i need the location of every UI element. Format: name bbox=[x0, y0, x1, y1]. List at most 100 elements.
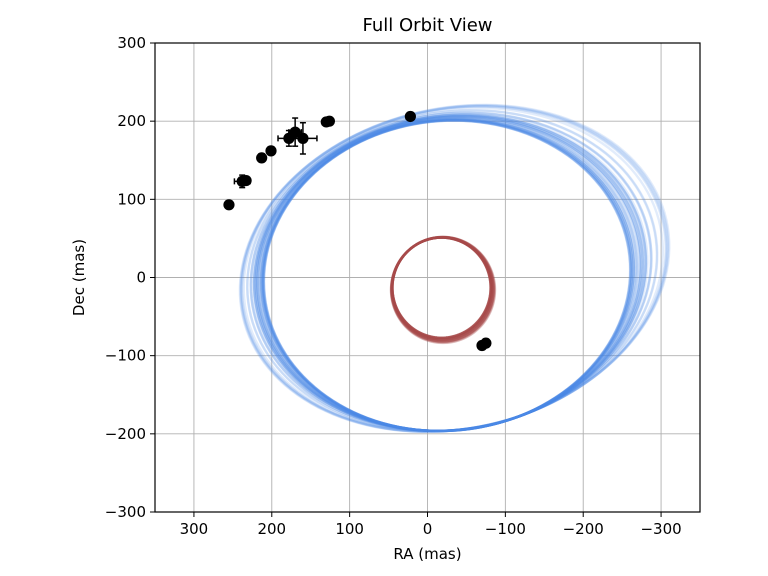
orbit-track bbox=[256, 115, 642, 433]
y-tick-label: 200 bbox=[117, 112, 146, 130]
orbit-track bbox=[261, 118, 633, 433]
orbit-track bbox=[260, 118, 635, 433]
data-point bbox=[223, 199, 235, 211]
orbit-track bbox=[254, 114, 645, 433]
orbit-track bbox=[391, 236, 493, 340]
data-point bbox=[288, 117, 303, 147]
orbit-track bbox=[249, 111, 653, 433]
orbit-track bbox=[390, 236, 494, 342]
orbit-track bbox=[252, 113, 648, 433]
orbit-track bbox=[390, 236, 493, 341]
orbit-tracks bbox=[238, 103, 671, 433]
data-point-marker bbox=[480, 337, 492, 349]
orbit-track bbox=[390, 236, 494, 341]
orbit-track bbox=[390, 235, 496, 344]
data-point bbox=[288, 121, 318, 155]
x-tick-label: 300 bbox=[180, 520, 209, 538]
orbit-track bbox=[391, 236, 492, 339]
orbit-track bbox=[390, 235, 495, 343]
orbit-track bbox=[253, 113, 647, 433]
orbit-track bbox=[242, 106, 665, 433]
orbit-track bbox=[240, 105, 668, 433]
orbit-track bbox=[389, 235, 497, 344]
orbit-track bbox=[262, 119, 632, 433]
data-point bbox=[404, 110, 416, 123]
orbit-track bbox=[260, 118, 636, 433]
orbit-track bbox=[391, 236, 493, 340]
orbit-track bbox=[254, 114, 645, 433]
x-tick-label: −300 bbox=[640, 520, 681, 538]
data-point-marker bbox=[323, 115, 335, 127]
orbit-track bbox=[391, 236, 492, 339]
y-tick-label: −200 bbox=[105, 425, 146, 443]
orbit-track bbox=[261, 118, 634, 433]
orbit-track bbox=[390, 236, 494, 341]
orbit-track bbox=[391, 236, 492, 339]
orbit-track bbox=[391, 236, 492, 340]
orbit-track bbox=[245, 109, 659, 433]
orbit-track bbox=[239, 104, 669, 433]
y-tick-label: 100 bbox=[117, 190, 146, 208]
y-tick-label: 300 bbox=[117, 34, 146, 52]
orbit-track bbox=[255, 115, 643, 433]
x-tick-label: 200 bbox=[257, 520, 286, 538]
x-tick-label: 100 bbox=[335, 520, 364, 538]
data-point bbox=[323, 115, 335, 127]
orbit-track bbox=[390, 236, 494, 342]
orbit-track bbox=[390, 235, 495, 343]
orbit-track bbox=[249, 111, 653, 433]
orbit-track bbox=[254, 114, 644, 433]
orbit-track bbox=[390, 236, 494, 342]
orbit-track bbox=[390, 235, 496, 344]
orbit-track bbox=[259, 117, 637, 433]
orbit-track bbox=[391, 236, 493, 340]
orbit-track bbox=[246, 109, 659, 433]
orbit-track bbox=[391, 236, 492, 339]
orbit-track bbox=[390, 235, 495, 343]
orbit-track bbox=[260, 118, 635, 433]
orbit-track bbox=[390, 236, 493, 340]
orbit-track bbox=[390, 235, 495, 343]
y-tick-label: −100 bbox=[105, 347, 146, 365]
data-point bbox=[240, 174, 252, 187]
orbit-track bbox=[262, 119, 632, 433]
orbit-track bbox=[389, 235, 497, 344]
data-point bbox=[265, 145, 277, 157]
orbit-track bbox=[262, 119, 633, 433]
orbit-track bbox=[259, 117, 637, 433]
orbit-track bbox=[390, 236, 494, 342]
x-tick-label: −100 bbox=[485, 520, 526, 538]
orbit-track bbox=[390, 236, 493, 341]
orbit-track bbox=[391, 236, 493, 340]
data-point-marker bbox=[256, 152, 268, 164]
axis-ticks: 300 200 100 0 −100 −200 −300 −300 −200 −100 0 100 20… bbox=[105, 34, 682, 538]
data-point bbox=[256, 152, 268, 164]
observation-points bbox=[223, 110, 492, 352]
x-axis-label: RA (mas) bbox=[393, 545, 461, 563]
orbit-track bbox=[391, 236, 492, 340]
x-tick-label: −200 bbox=[563, 520, 604, 538]
data-point-marker bbox=[297, 132, 309, 144]
orbit-track bbox=[262, 119, 633, 433]
orbit-track bbox=[390, 235, 496, 343]
orbit-track bbox=[261, 118, 634, 433]
orbit-track bbox=[252, 113, 649, 433]
orbit-track bbox=[390, 235, 495, 342]
orbit-track bbox=[260, 118, 636, 433]
orbit-track bbox=[390, 236, 494, 342]
orbit-track bbox=[390, 236, 493, 341]
orbit-track bbox=[258, 116, 639, 433]
chart-title: Full Orbit View bbox=[363, 15, 493, 36]
orbit-track bbox=[253, 113, 647, 433]
orbit-track bbox=[252, 113, 648, 433]
orbit-track bbox=[262, 119, 632, 433]
orbit-track bbox=[256, 115, 643, 433]
orbit-track bbox=[391, 236, 492, 339]
orbit-track bbox=[391, 236, 492, 339]
orbit-track bbox=[390, 235, 496, 344]
orbit-track bbox=[240, 105, 667, 433]
orbit-track bbox=[249, 111, 652, 433]
y-tick-label: 0 bbox=[136, 269, 146, 287]
orbit-track bbox=[390, 235, 495, 343]
